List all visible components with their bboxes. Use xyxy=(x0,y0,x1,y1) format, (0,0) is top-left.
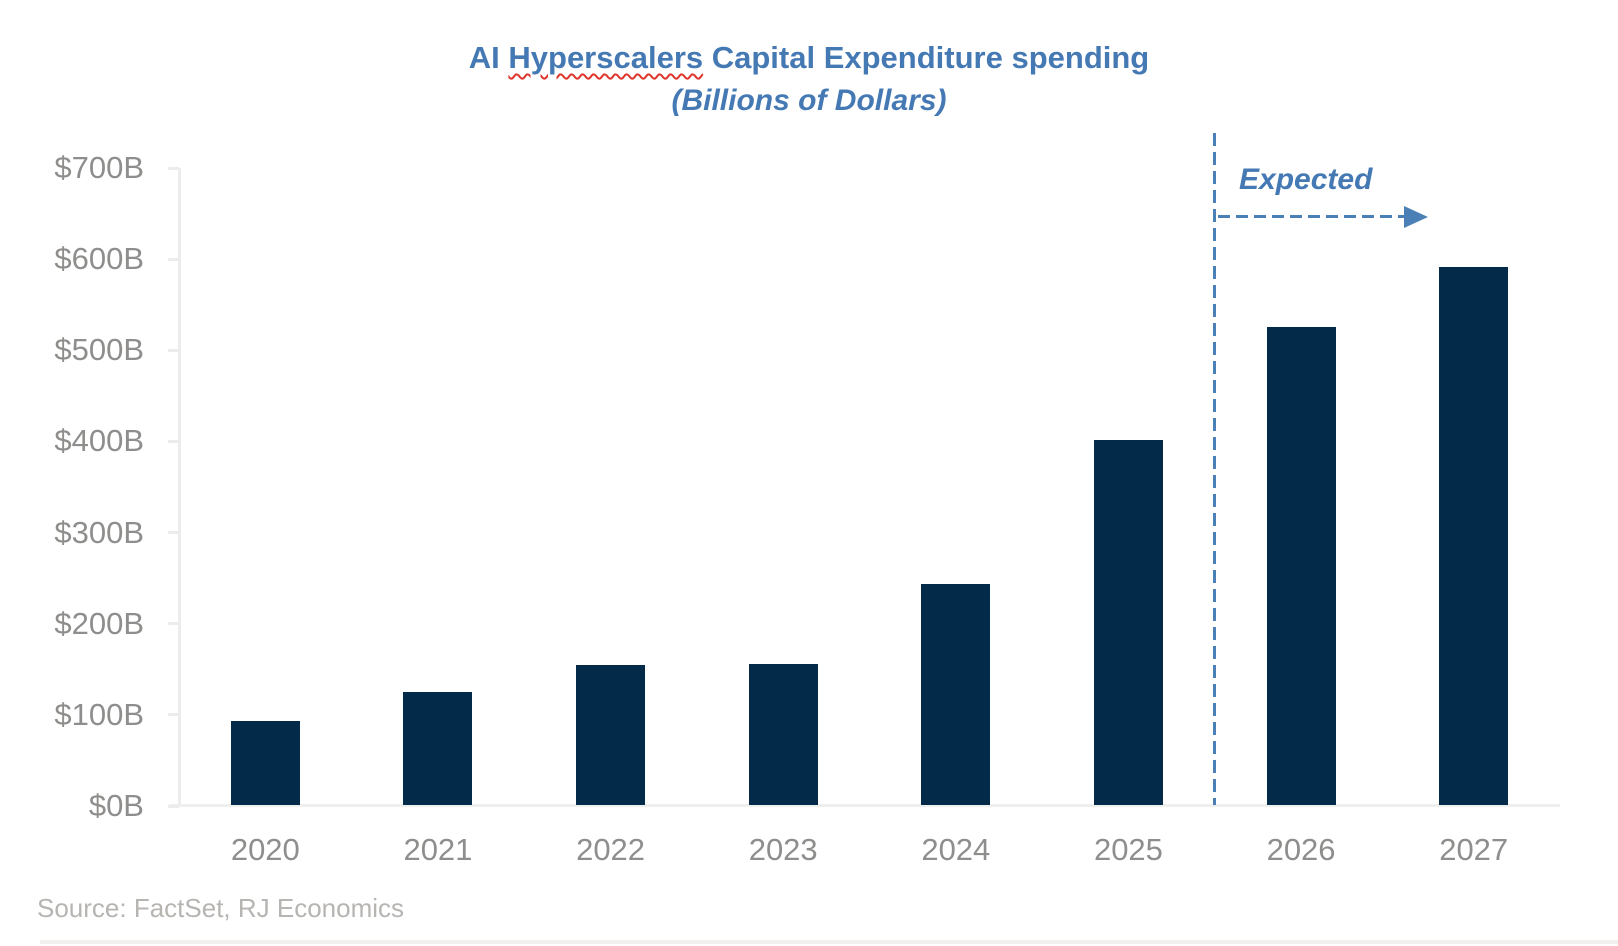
bar-2023 xyxy=(748,663,818,805)
x-axis-label-2025: 2025 xyxy=(1093,832,1163,867)
chart-subtitle: (Billions of Dollars) xyxy=(671,84,947,117)
y-axis-line xyxy=(178,168,181,807)
y-axis-tick xyxy=(168,804,179,808)
y-axis-tick xyxy=(168,257,179,261)
y-axis-tick xyxy=(168,531,179,535)
y-axis-tick-label: $0B xyxy=(88,788,144,823)
y-axis-tick-label: $100B xyxy=(54,696,144,732)
bar-2024 xyxy=(921,584,991,805)
x-axis-label-2024: 2024 xyxy=(921,832,991,867)
expected-arrow-shaft xyxy=(1218,215,1406,218)
x-axis-label-2026: 2026 xyxy=(1266,832,1336,867)
y-axis-tick-label: $700B xyxy=(54,150,144,185)
expected-arrow-head-icon xyxy=(1404,206,1428,228)
chart-title-suffix: Capital Expenditure spending xyxy=(703,40,1150,75)
bar-2022 xyxy=(576,664,646,805)
y-axis-tick-label: $600B xyxy=(54,241,144,277)
y-axis-tick-label: $200B xyxy=(54,605,144,641)
y-axis-tick xyxy=(168,622,179,626)
bar-2025 xyxy=(1093,440,1163,805)
source-note: Source: FactSet, RJ Economics xyxy=(37,893,405,923)
expected-label: Expected xyxy=(1239,163,1373,196)
y-axis-tick xyxy=(168,713,179,717)
x-axis-label-2027: 2027 xyxy=(1439,832,1509,867)
chart-title-misspelled-word: Hyperscalers xyxy=(508,40,704,75)
chart-title-prefix: AI xyxy=(468,40,509,75)
x-axis-label-2023: 2023 xyxy=(748,832,818,867)
bar-2026 xyxy=(1266,326,1336,805)
y-axis-tick xyxy=(168,439,179,443)
x-axis-label-2022: 2022 xyxy=(576,832,646,867)
x-axis-line xyxy=(169,804,1560,807)
x-axis-label-2021: 2021 xyxy=(403,832,473,867)
bar-2027 xyxy=(1439,267,1509,805)
x-axis-label-2020: 2020 xyxy=(230,832,300,867)
chart-title: AI Hyperscalers Capital Expenditure spen… xyxy=(0,40,1618,76)
y-axis-tick xyxy=(168,166,179,170)
bar-2021 xyxy=(403,691,473,805)
y-axis-tick-label: $500B xyxy=(54,332,144,368)
y-axis-tick-label: $300B xyxy=(54,514,144,550)
footer-divider xyxy=(40,940,1618,944)
expected-divider-dashed-line xyxy=(1213,133,1216,805)
y-axis-tick-label: $400B xyxy=(54,423,144,459)
bar-2020 xyxy=(230,721,300,805)
y-axis-tick xyxy=(168,348,179,352)
